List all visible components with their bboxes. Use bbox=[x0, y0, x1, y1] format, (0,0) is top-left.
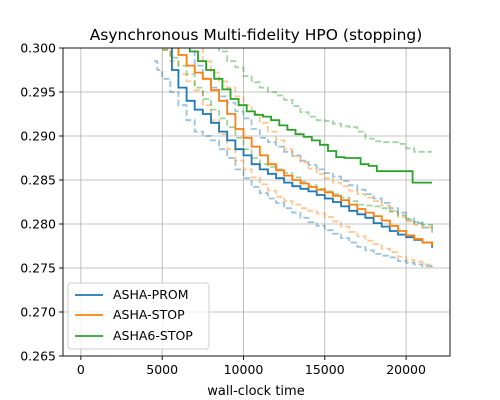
x-tick-label-4: 20000 bbox=[386, 362, 426, 377]
tick-layer: 0 5000 10000 15000 20000 0.265 0.270 0.275 0.280… bbox=[20, 41, 426, 378]
series-0-upper-bound bbox=[193, 48, 433, 235]
series-0-lower-bound bbox=[154, 60, 433, 268]
x-axis-label: wall-clock time bbox=[207, 384, 304, 399]
y-tick-label-4: 0.285 bbox=[20, 173, 56, 188]
y-tick-label-3: 0.280 bbox=[20, 217, 56, 232]
series-layer bbox=[154, 48, 433, 268]
y-tick-label-2: 0.275 bbox=[20, 261, 56, 276]
series-2-lower-bound bbox=[162, 48, 433, 229]
plot-frame bbox=[62, 47, 451, 357]
series-2-upper-bound bbox=[218, 48, 433, 153]
x-tick-label-3: 15000 bbox=[305, 362, 345, 377]
series-1-upper-bound bbox=[201, 48, 433, 231]
y-tick-label-1: 0.270 bbox=[20, 305, 56, 320]
x-tick-label-2: 10000 bbox=[224, 362, 264, 377]
series-0-mean-line bbox=[171, 48, 433, 248]
series-2-mean-line bbox=[188, 48, 433, 184]
y-tick-label-7: 0.300 bbox=[20, 41, 56, 56]
legend-label-2: ASHA6-STOP bbox=[113, 328, 193, 343]
legend-label-1: ASHA-STOP bbox=[113, 307, 185, 322]
chart-title: Asynchronous Multi-fidelity HPO (stoppin… bbox=[90, 26, 423, 44]
series-1-mean-line bbox=[177, 48, 433, 246]
x-tick-label-0: 0 bbox=[77, 362, 85, 377]
y-tick-label-5: 0.290 bbox=[20, 129, 56, 144]
series-1-lower-bound bbox=[162, 48, 433, 268]
y-tick-label-6: 0.295 bbox=[20, 85, 56, 100]
legend-label-0: ASHA-PROM bbox=[113, 287, 189, 302]
legend: ASHA-PROM ASHA-STOP ASHA6-STOP bbox=[67, 282, 210, 350]
legend-box bbox=[67, 282, 210, 350]
y-tick-label-0: 0.265 bbox=[20, 349, 56, 364]
x-tick-label-1: 5000 bbox=[146, 362, 178, 377]
